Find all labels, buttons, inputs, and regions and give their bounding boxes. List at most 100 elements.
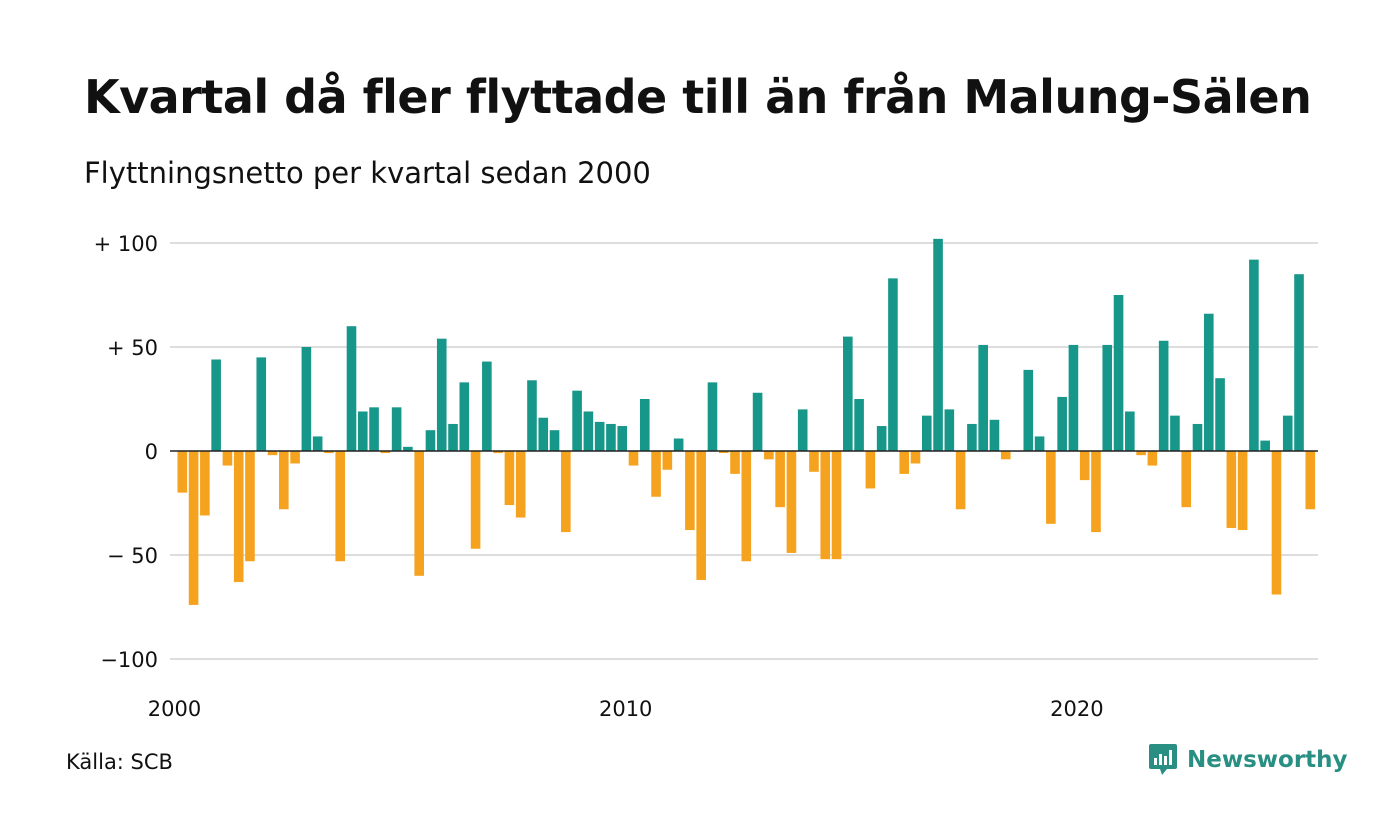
bar xyxy=(267,451,278,456)
newsworthy-logo-icon xyxy=(1149,744,1177,775)
bar xyxy=(346,326,357,451)
bar xyxy=(380,451,391,454)
bar xyxy=(1305,451,1316,510)
bar xyxy=(718,451,729,454)
y-tick-labels: + 100 + 50 0 − 50 −100 xyxy=(94,232,158,672)
brand-name: Newsworthy xyxy=(1187,747,1348,773)
y-tick-label: −100 xyxy=(100,648,158,672)
y-tick-label: + 100 xyxy=(94,232,158,256)
x-tick-label: 2000 xyxy=(148,697,201,721)
bar xyxy=(200,451,210,516)
bar xyxy=(617,426,628,451)
bar xyxy=(955,451,966,510)
bar xyxy=(177,451,188,493)
bar xyxy=(211,359,221,451)
bar xyxy=(324,451,334,454)
source-note: Källa: SCB xyxy=(66,750,173,774)
bar xyxy=(549,430,560,451)
bar xyxy=(290,451,300,464)
bar xyxy=(279,451,289,510)
y-tick-label: − 50 xyxy=(107,544,158,568)
bar xyxy=(1226,451,1237,528)
bar xyxy=(831,451,842,560)
bar xyxy=(752,392,763,451)
bar xyxy=(707,382,718,451)
bar xyxy=(696,451,706,580)
bar xyxy=(865,451,876,489)
bar xyxy=(1203,313,1214,451)
bar xyxy=(1023,369,1034,451)
bar xyxy=(583,411,594,451)
y-tick-label: 0 xyxy=(145,440,158,464)
chart-title: Kvartal då fler flyttade till än från Ma… xyxy=(84,70,1312,124)
bar xyxy=(1170,415,1180,451)
bar-chart: + 100 + 50 0 − 50 −100 2000 2010 2020 xyxy=(94,232,1318,721)
bar xyxy=(989,419,1000,451)
x-tick-label: 2010 xyxy=(599,697,652,721)
bar xyxy=(1260,440,1270,451)
chart-subtitle: Flyttningsnetto per kvartal sedan 2000 xyxy=(84,156,651,190)
bar xyxy=(809,451,819,472)
bar xyxy=(741,451,752,562)
bar xyxy=(312,436,323,451)
bar xyxy=(188,451,199,605)
bar xyxy=(1192,423,1203,451)
bar xyxy=(899,451,910,474)
bar xyxy=(1136,451,1146,456)
bar xyxy=(335,451,346,562)
bar xyxy=(876,426,887,451)
bar xyxy=(369,407,379,451)
bar xyxy=(1271,451,1282,595)
bar xyxy=(1147,451,1158,466)
bar xyxy=(436,338,447,451)
bar xyxy=(527,380,537,451)
bar xyxy=(245,451,255,562)
bar xyxy=(561,451,571,533)
bar xyxy=(448,423,458,451)
bar xyxy=(910,451,921,464)
bar xyxy=(459,382,470,451)
bar xyxy=(1294,274,1304,451)
bar xyxy=(1000,451,1011,460)
bar xyxy=(978,344,988,451)
bar xyxy=(1158,340,1169,451)
bar xyxy=(764,451,774,460)
bar xyxy=(820,451,831,560)
bar xyxy=(391,407,402,451)
bar xyxy=(628,451,639,466)
bar xyxy=(301,347,312,451)
bar xyxy=(1034,436,1045,451)
bar xyxy=(1249,259,1259,451)
bar xyxy=(493,451,503,454)
y-tick-label: + 50 xyxy=(107,336,158,360)
bar xyxy=(685,451,695,531)
bar xyxy=(730,451,740,474)
bar xyxy=(797,409,808,451)
brand-logo: Newsworthy xyxy=(1148,743,1348,777)
bar xyxy=(357,411,368,451)
bar xyxy=(1282,415,1293,451)
bar xyxy=(233,451,244,583)
bar xyxy=(256,357,267,451)
bar xyxy=(538,417,549,451)
bar xyxy=(1215,378,1225,451)
bar xyxy=(470,451,481,549)
bar xyxy=(967,423,977,451)
bar xyxy=(594,421,605,451)
bar xyxy=(775,451,785,508)
bar xyxy=(482,361,492,451)
bar xyxy=(1079,451,1090,481)
bar xyxy=(222,451,233,466)
x-tick-label: 2020 xyxy=(1050,697,1103,721)
bar xyxy=(1057,396,1067,451)
bar xyxy=(944,409,955,451)
bar xyxy=(933,238,943,451)
x-tick-labels: 2000 2010 2020 xyxy=(148,697,1104,721)
bars xyxy=(177,238,1316,605)
bar xyxy=(673,438,684,451)
bar xyxy=(1113,295,1124,451)
bar xyxy=(888,278,898,451)
bar xyxy=(1237,451,1248,531)
bar xyxy=(786,451,797,553)
bar xyxy=(843,336,853,451)
